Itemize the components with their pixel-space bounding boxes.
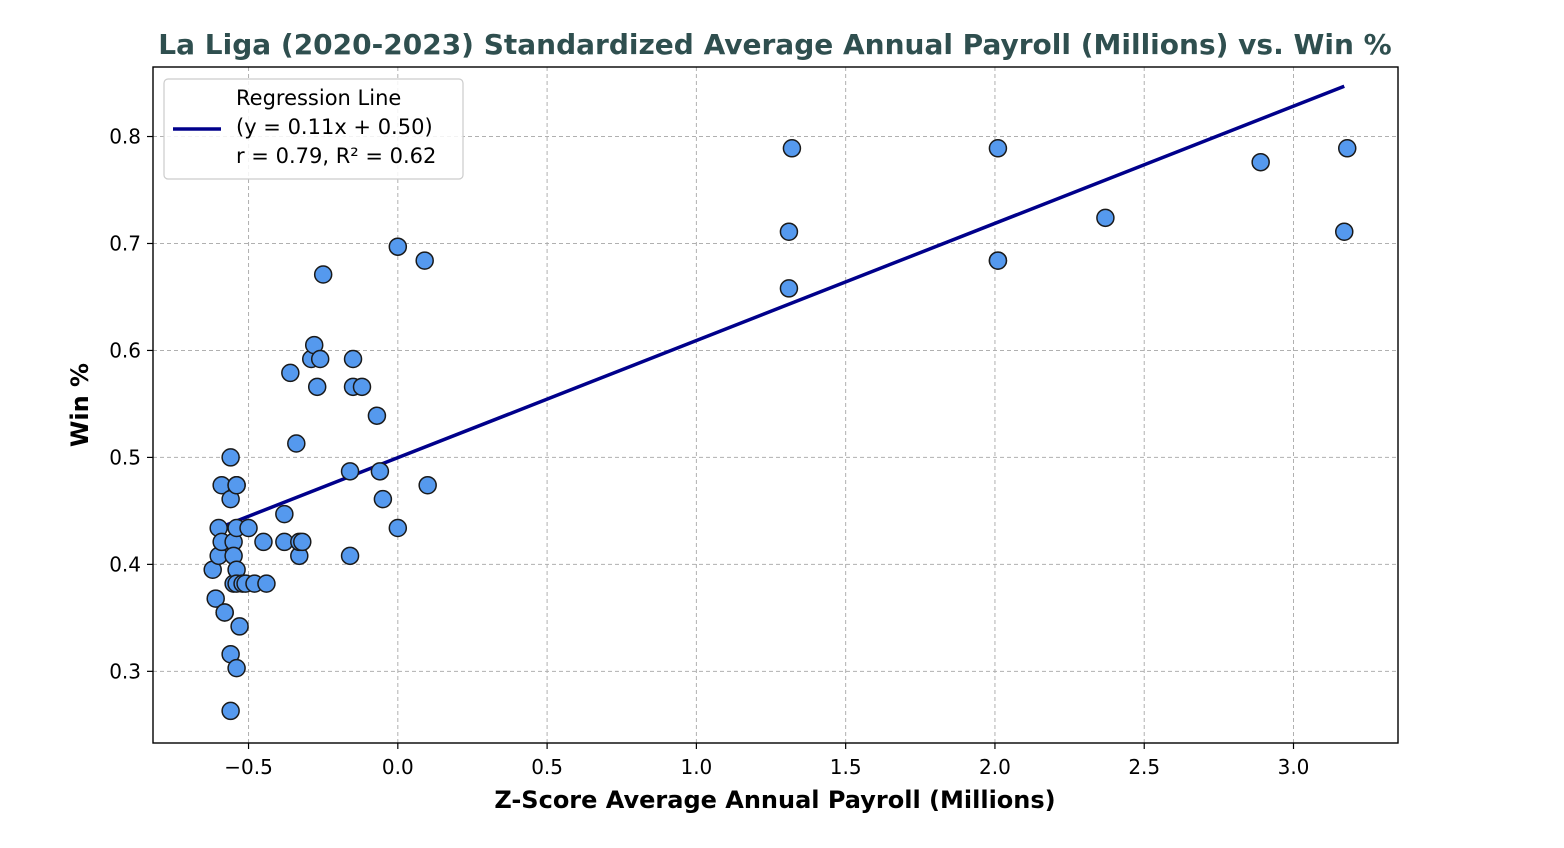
data-point bbox=[1337, 139, 1357, 158]
x-tick-label: 0.0 bbox=[382, 755, 414, 779]
data-point bbox=[215, 603, 234, 622]
y-tick-label: 0.4 bbox=[109, 552, 141, 576]
data-point bbox=[275, 504, 294, 524]
data-point bbox=[293, 532, 312, 552]
x-tick-label: 1.0 bbox=[680, 755, 712, 779]
data-point bbox=[281, 363, 300, 383]
data-point bbox=[415, 251, 434, 270]
x-axis-label: Z-Score Average Annual Payroll (Millions… bbox=[494, 786, 1055, 814]
legend-label-line3: r = 0.79, R² = 0.62 bbox=[236, 144, 436, 168]
data-point bbox=[343, 349, 363, 369]
y-tick-label: 0.5 bbox=[109, 445, 141, 469]
data-point bbox=[254, 532, 273, 552]
data-point bbox=[227, 475, 246, 495]
data-point bbox=[370, 462, 390, 481]
data-point bbox=[221, 701, 240, 721]
data-point bbox=[1251, 152, 1270, 172]
x-tick-label: 3.0 bbox=[1278, 755, 1310, 779]
data-point bbox=[230, 617, 249, 636]
data-point bbox=[340, 546, 360, 566]
data-point bbox=[1335, 222, 1354, 241]
plot-frame bbox=[152, 66, 1399, 744]
data-point bbox=[221, 448, 240, 467]
y-tick-label: 0.6 bbox=[109, 338, 141, 362]
data-point bbox=[782, 139, 802, 158]
legend-label-line2: (y = 0.11x + 0.50) bbox=[236, 115, 433, 139]
x-tick-label: 2.5 bbox=[1128, 755, 1160, 779]
y-axis-label: Win % bbox=[66, 363, 94, 447]
data-point bbox=[779, 222, 799, 241]
legend: Regression Line (y = 0.11x + 0.50) r = 0… bbox=[163, 78, 464, 180]
grid bbox=[153, 67, 1398, 743]
x-tick-label: −0.5 bbox=[224, 755, 273, 779]
data-point bbox=[388, 518, 408, 538]
points-layer bbox=[203, 139, 1357, 721]
y-tick-label: 0.8 bbox=[109, 125, 141, 149]
data-point bbox=[988, 251, 1008, 270]
data-point bbox=[287, 434, 306, 453]
data-point bbox=[307, 377, 327, 397]
data-point bbox=[373, 489, 393, 509]
data-point bbox=[388, 237, 408, 256]
data-point bbox=[313, 265, 333, 284]
y-tick-label: 0.3 bbox=[109, 659, 141, 683]
data-point bbox=[257, 574, 276, 593]
chart-title: La Liga (2020-2023) Standardized Average… bbox=[158, 28, 1391, 61]
y-tick-label: 0.7 bbox=[109, 231, 141, 255]
data-point bbox=[367, 406, 387, 425]
data-point bbox=[1096, 208, 1115, 228]
data-point bbox=[239, 518, 258, 538]
x-tick-label: 0.5 bbox=[531, 755, 563, 779]
legend-box bbox=[163, 78, 464, 180]
x-tick-label: 1.5 bbox=[830, 755, 862, 779]
data-point bbox=[352, 377, 372, 397]
axis-ticks: −0.5 0.0 0.5 1.0 1.5 2.0 2.5 3.0 0.3 0.4 0.5 0.6 0.7… bbox=[109, 125, 1309, 779]
x-tick-label: 2.0 bbox=[979, 755, 1011, 779]
data-point bbox=[418, 475, 437, 495]
regression-line bbox=[218, 84, 1345, 530]
legend-label-line1: Regression Line bbox=[236, 86, 401, 110]
data-point bbox=[310, 349, 330, 369]
regression-layer bbox=[218, 84, 1345, 530]
data-point bbox=[779, 279, 799, 298]
data-point bbox=[227, 658, 246, 678]
data-point bbox=[206, 589, 225, 608]
data-point bbox=[988, 139, 1008, 158]
data-point bbox=[340, 462, 360, 481]
